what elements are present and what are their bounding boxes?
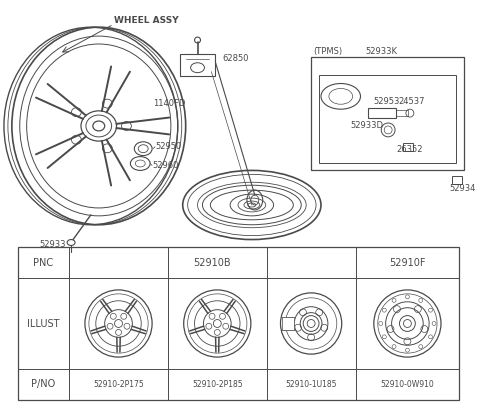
Bar <box>18 247 459 400</box>
Bar <box>311 57 464 171</box>
Text: 52910F: 52910F <box>389 258 426 268</box>
Text: 52960: 52960 <box>152 161 179 170</box>
Text: 52950: 52950 <box>155 142 181 151</box>
Text: 52910B: 52910B <box>193 258 231 268</box>
Text: 52910-2P185: 52910-2P185 <box>192 380 242 389</box>
Text: 24537: 24537 <box>398 97 424 106</box>
Bar <box>180 54 216 76</box>
Text: P/NO: P/NO <box>31 379 56 389</box>
Text: 26352: 26352 <box>396 145 422 154</box>
Bar <box>282 317 294 330</box>
Text: 62850: 62850 <box>222 54 249 63</box>
Text: 52933: 52933 <box>39 240 66 249</box>
Text: 52910-2P175: 52910-2P175 <box>93 380 144 389</box>
Text: PNC: PNC <box>34 258 53 268</box>
Text: 52933D: 52933D <box>350 121 384 131</box>
Text: 1140FD: 1140FD <box>153 99 185 108</box>
Bar <box>452 176 462 184</box>
Text: 52910-0W910: 52910-0W910 <box>381 380 434 389</box>
Bar <box>396 110 408 116</box>
Text: ILLUST: ILLUST <box>27 319 60 328</box>
Text: 52953: 52953 <box>373 97 400 106</box>
Text: 52910-1U185: 52910-1U185 <box>286 380 337 389</box>
Bar <box>319 74 456 164</box>
Text: 52934: 52934 <box>449 184 476 193</box>
Text: 52933K: 52933K <box>365 47 397 57</box>
Text: WHEEL ASSY: WHEEL ASSY <box>114 16 178 25</box>
Bar <box>368 108 396 118</box>
Bar <box>403 143 413 151</box>
Text: (TPMS): (TPMS) <box>313 47 342 57</box>
